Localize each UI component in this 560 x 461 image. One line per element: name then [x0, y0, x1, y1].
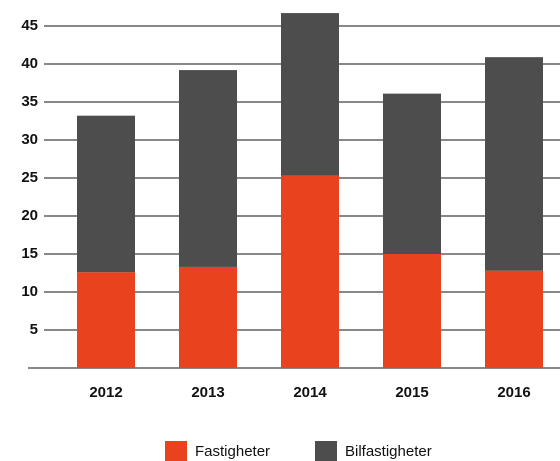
bar-segment	[281, 175, 339, 368]
bar-segment	[179, 70, 237, 267]
bar-segment	[179, 266, 237, 368]
bar-segment	[383, 254, 441, 368]
y-tick-label: 20	[21, 207, 38, 224]
y-tick-label: 10	[21, 283, 38, 300]
y-tick-label: 35	[21, 93, 38, 110]
y-tick-label: 30	[21, 131, 38, 148]
x-tick-label: 2012	[89, 384, 122, 401]
bar-segment	[77, 272, 135, 368]
y-tick-label: 25	[21, 169, 38, 186]
y-tick-label: 45	[21, 17, 38, 34]
bar-segment	[77, 115, 135, 273]
y-tick-label: 5	[30, 321, 38, 338]
bar-segment	[383, 93, 441, 254]
x-tick-label: 2016	[497, 384, 530, 401]
legend-swatch	[165, 441, 187, 461]
y-tick-label: 40	[21, 55, 38, 72]
bar-segment	[485, 270, 543, 368]
x-tick-label: 2013	[191, 384, 224, 401]
legend-swatch	[315, 441, 337, 461]
y-tick-label: 15	[21, 245, 38, 262]
x-tick-label: 2014	[293, 384, 327, 401]
legend-label: Bilfastigheter	[345, 443, 432, 460]
x-tick-label: 2015	[395, 384, 428, 401]
bar-segment	[485, 57, 543, 271]
legend-label: Fastigheter	[195, 443, 270, 460]
bar-segment	[281, 13, 339, 176]
